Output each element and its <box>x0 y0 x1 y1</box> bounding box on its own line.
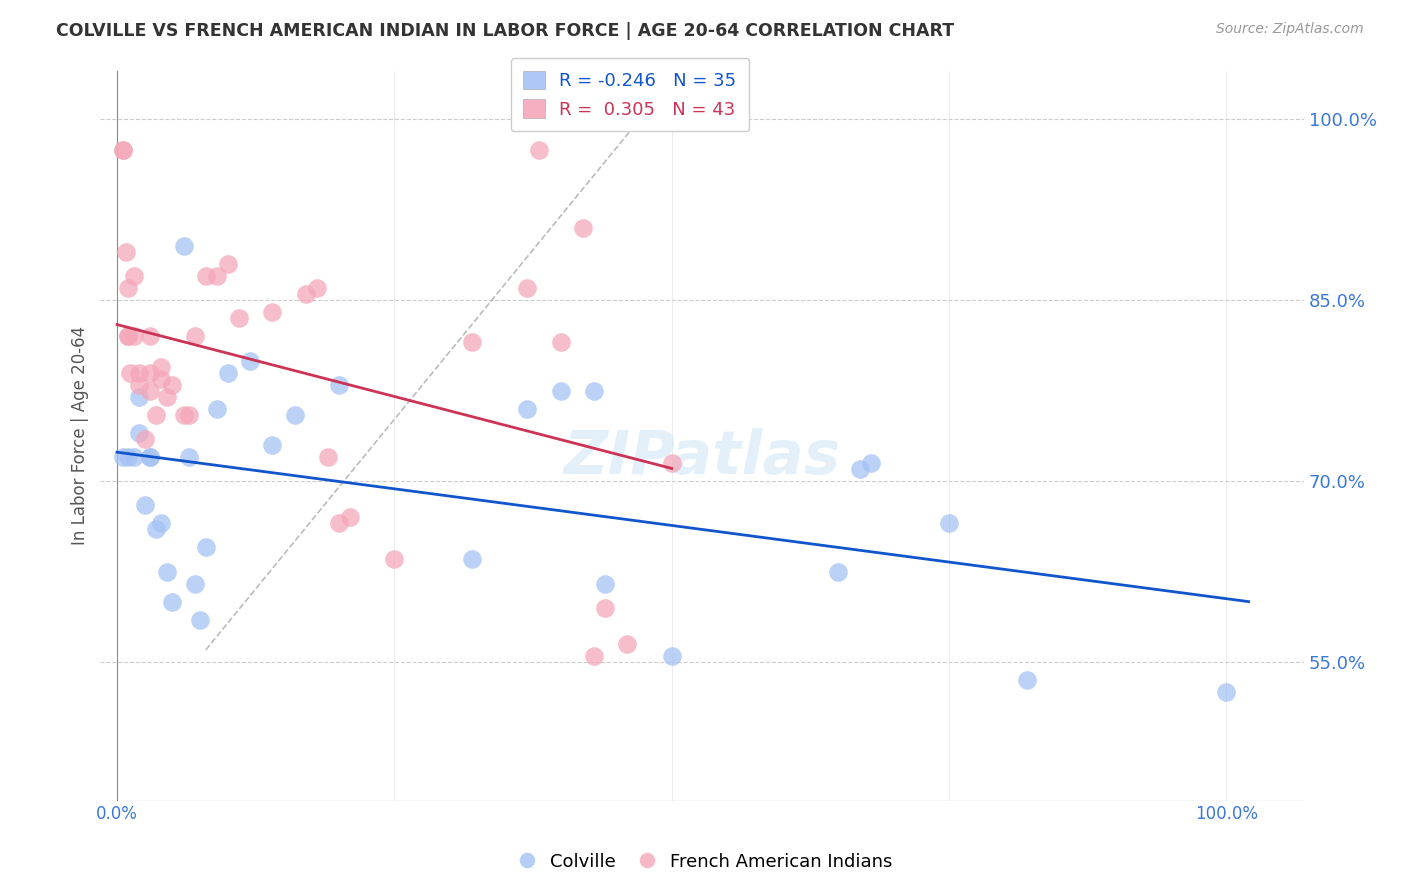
Point <box>173 239 195 253</box>
Point <box>1215 685 1237 699</box>
Point <box>177 408 200 422</box>
Point <box>139 450 162 464</box>
Point <box>134 498 156 512</box>
Point <box>550 335 572 350</box>
Point <box>294 287 316 301</box>
Point <box>461 335 484 350</box>
Point <box>217 366 239 380</box>
Point <box>382 552 405 566</box>
Legend: R = -0.246   N = 35, R =  0.305   N = 43: R = -0.246 N = 35, R = 0.305 N = 43 <box>510 58 749 131</box>
Point <box>1015 673 1038 687</box>
Point <box>188 613 211 627</box>
Point <box>150 359 173 374</box>
Point <box>283 408 305 422</box>
Point <box>122 329 145 343</box>
Point <box>661 456 683 470</box>
Point <box>120 366 142 380</box>
Point <box>339 510 361 524</box>
Text: ZIPatlas: ZIPatlas <box>564 428 841 487</box>
Point <box>128 366 150 380</box>
Point <box>860 456 883 470</box>
Point <box>177 450 200 464</box>
Point <box>139 450 162 464</box>
Point <box>183 576 205 591</box>
Point <box>128 377 150 392</box>
Legend: Colville, French American Indians: Colville, French American Indians <box>506 845 900 879</box>
Point <box>115 245 138 260</box>
Point <box>461 552 484 566</box>
Point <box>145 522 167 536</box>
Point <box>134 432 156 446</box>
Point <box>122 269 145 284</box>
Point <box>583 384 606 398</box>
Point <box>117 329 139 343</box>
Text: COLVILLE VS FRENCH AMERICAN INDIAN IN LABOR FORCE | AGE 20-64 CORRELATION CHART: COLVILLE VS FRENCH AMERICAN INDIAN IN LA… <box>56 22 955 40</box>
Point <box>183 329 205 343</box>
Point <box>128 425 150 440</box>
Point <box>516 401 538 416</box>
Point <box>111 450 134 464</box>
Point <box>228 311 250 326</box>
Point <box>139 384 162 398</box>
Point <box>550 384 572 398</box>
Point <box>111 143 134 157</box>
Point <box>527 143 550 157</box>
Point <box>145 408 167 422</box>
Point <box>938 516 960 531</box>
Point <box>139 329 162 343</box>
Point <box>661 648 683 663</box>
Point <box>117 450 139 464</box>
Point <box>139 366 162 380</box>
Point <box>111 143 134 157</box>
Point <box>194 541 217 555</box>
Point <box>156 565 179 579</box>
Point <box>616 637 638 651</box>
Point <box>583 648 606 663</box>
Point <box>328 377 350 392</box>
Point <box>150 516 173 531</box>
Point <box>262 438 284 452</box>
Point <box>122 450 145 464</box>
Point <box>593 576 616 591</box>
Point <box>516 281 538 295</box>
Y-axis label: In Labor Force | Age 20-64: In Labor Force | Age 20-64 <box>72 326 89 546</box>
Point <box>593 600 616 615</box>
Point <box>173 408 195 422</box>
Point <box>205 269 228 284</box>
Point <box>205 401 228 416</box>
Point <box>217 257 239 271</box>
Point <box>262 305 284 319</box>
Point <box>316 450 339 464</box>
Point <box>572 221 595 235</box>
Point <box>849 462 872 476</box>
Point <box>117 329 139 343</box>
Point <box>162 377 184 392</box>
Point <box>128 390 150 404</box>
Point <box>150 371 173 385</box>
Point <box>328 516 350 531</box>
Point <box>117 281 139 295</box>
Point <box>827 565 849 579</box>
Point <box>156 390 179 404</box>
Point <box>194 269 217 284</box>
Point <box>162 595 184 609</box>
Point <box>305 281 328 295</box>
Point <box>239 353 262 368</box>
Text: Source: ZipAtlas.com: Source: ZipAtlas.com <box>1216 22 1364 37</box>
